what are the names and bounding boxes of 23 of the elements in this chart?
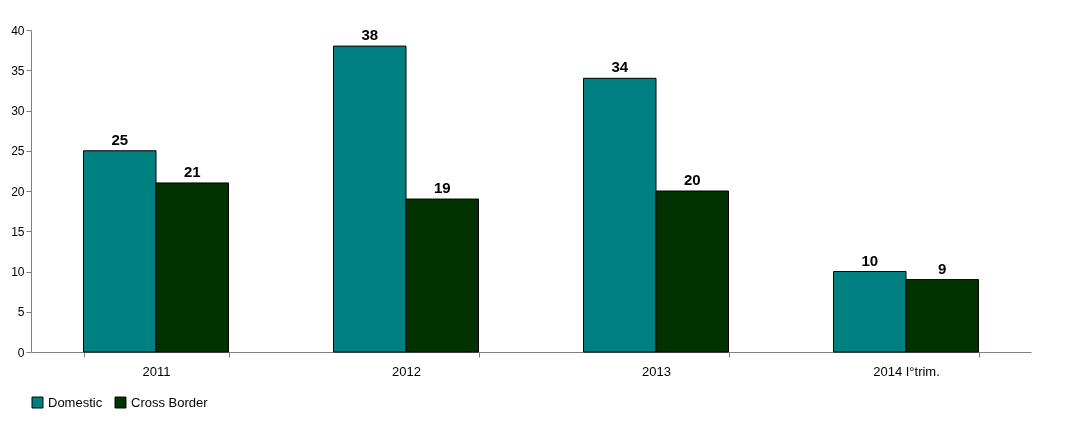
- data-label: 20: [683, 171, 701, 188]
- data-label: 34: [611, 58, 629, 76]
- x-tick-label: 2011: [142, 363, 171, 379]
- y-tick-label: 5: [17, 305, 25, 320]
- y-tick-label: 15: [11, 224, 25, 239]
- y-tick-label: 20: [11, 184, 25, 199]
- y-tick-label: 30: [11, 104, 25, 118]
- data-label: 21: [183, 162, 201, 180]
- data-label: 9: [938, 259, 947, 277]
- y-tick-label: 25: [11, 144, 25, 159]
- data-label: 38: [361, 26, 379, 44]
- y-tick-label: 0: [17, 345, 25, 360]
- legend-label: Cross Border: [131, 394, 209, 410]
- y-tick-label: 40: [11, 23, 25, 38]
- x-tick-label: 2014 I°trim.: [873, 363, 940, 379]
- legend-label: Domestic: [48, 394, 103, 410]
- data-label: 25: [111, 130, 129, 148]
- data-label: 10: [861, 251, 879, 269]
- y-tick-label: 10: [11, 265, 25, 279]
- y-tick-label: 35: [11, 63, 25, 78]
- data-label: 19: [433, 179, 451, 197]
- x-tick-label: 2013: [642, 363, 671, 379]
- x-tick-label: 2012: [392, 363, 421, 379]
